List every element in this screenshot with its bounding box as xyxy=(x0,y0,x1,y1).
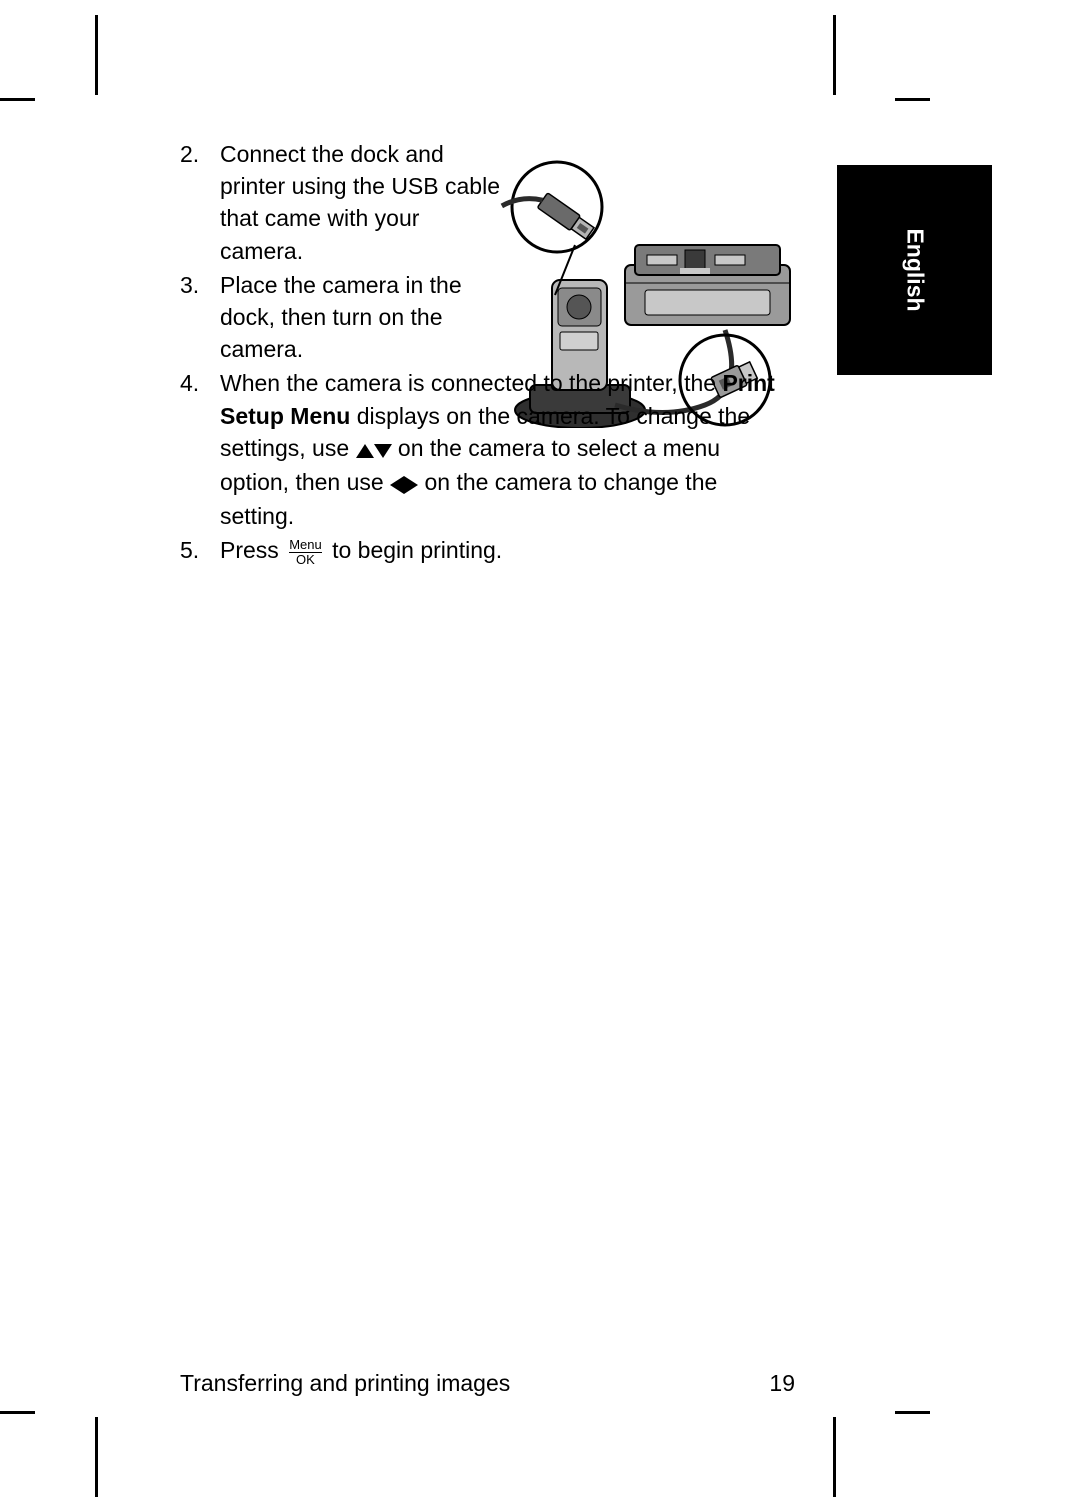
crop-mark xyxy=(0,98,35,101)
crop-mark xyxy=(895,1411,930,1414)
crop-mark xyxy=(95,15,98,95)
crop-mark xyxy=(95,1417,98,1497)
step-5-text-b: to begin printing. xyxy=(326,537,502,563)
crop-mark xyxy=(0,1411,35,1414)
page-footer: Transferring and printing images 19 xyxy=(180,1370,795,1397)
language-label: English xyxy=(901,228,928,311)
up-down-arrow-icon xyxy=(356,434,392,466)
step-5-text-a: Press xyxy=(220,537,285,563)
language-tab: English xyxy=(837,165,992,375)
step-4-text-a: When the camera is connected to the prin… xyxy=(220,370,722,396)
step-4: When the camera is connected to the prin… xyxy=(180,367,790,532)
crop-mark xyxy=(833,1417,836,1497)
instruction-list: Connect the dock and printer using the U… xyxy=(180,138,790,568)
footer-section: Transferring and printing images xyxy=(180,1370,510,1397)
crop-mark xyxy=(833,15,836,95)
footer-page-number: 19 xyxy=(769,1370,795,1397)
crop-mark xyxy=(895,98,930,101)
step-5: Press MenuOK to begin printing. xyxy=(180,534,790,566)
left-right-arrow-icon xyxy=(390,468,418,500)
step-2: Connect the dock and printer using the U… xyxy=(180,138,790,267)
step-2-text: Connect the dock and printer using the U… xyxy=(220,138,500,267)
menu-ok-icon: MenuOK xyxy=(289,538,322,566)
step-3-text: Place the camera in the dock, then turn … xyxy=(220,269,500,366)
step-3: Place the camera in the dock, then turn … xyxy=(180,269,790,366)
